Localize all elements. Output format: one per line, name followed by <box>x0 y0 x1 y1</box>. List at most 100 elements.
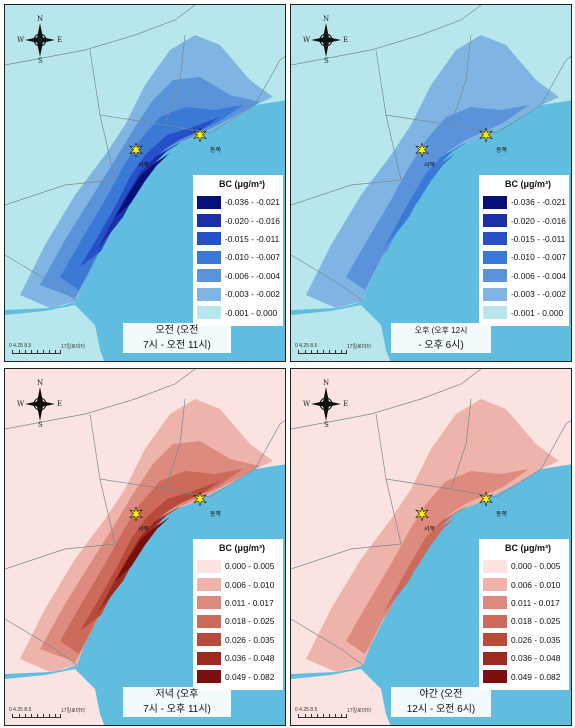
caption-line-2: 12시 - 오전 6시) <box>406 704 476 715</box>
concentration-band <box>115 153 170 217</box>
concentration-band <box>401 517 456 581</box>
scale-bar-ticks: 0 4.25 8.5 <box>9 343 32 349</box>
legend-swatch <box>197 287 221 301</box>
land-area-outer <box>471 5 571 101</box>
legend-swatch <box>483 306 507 320</box>
scale-bar-ticks: 0 4.25 8.5 <box>9 707 32 713</box>
region-boundaries <box>291 369 571 666</box>
compass-rose-icon <box>311 387 341 421</box>
legend-swatch <box>197 578 221 592</box>
legend-swatch <box>483 559 507 573</box>
compass-n: N <box>323 15 330 23</box>
legend-swatch <box>197 269 221 283</box>
legend-rows: 0.000 - 0.005 0.006 - 0.010 0.011 - 0.017 0… <box>483 557 565 686</box>
legend-label: -0.020 - -0.016 <box>225 215 280 226</box>
east-site-label: 동쪽 <box>210 148 222 154</box>
north-arrow: N S W E <box>17 379 63 429</box>
caption-line-2: 7시 - 오후 11시) <box>143 704 211 715</box>
legend-label: 0.049 - 0.082 <box>225 671 275 682</box>
legend-swatch <box>197 670 221 684</box>
legend-swatch <box>483 250 507 264</box>
compass-s: S <box>324 57 329 65</box>
north-arrow: N S W E <box>303 379 349 429</box>
legend-title: BC (μg/m³) <box>219 179 265 189</box>
land-area-outer <box>185 369 285 465</box>
legend-swatch <box>483 633 507 647</box>
west-site-star-icon <box>415 143 429 157</box>
legend-label: -0.001 - 0.000 <box>225 307 278 318</box>
scale-bar: 0 4.25 8.5 17킬로미터 <box>9 707 109 721</box>
land-area-outer <box>185 5 285 101</box>
scale-bar-ruler <box>298 350 347 354</box>
legend-item: 0.011 - 0.017 <box>483 594 565 612</box>
land-area-southwest <box>291 669 391 725</box>
legend-item: 0.000 - 0.005 <box>483 557 565 575</box>
caption-line-1: 야간 (오전 <box>419 689 463 700</box>
bc-legend: BC (μg/m³) -0.036 - -0.021 -0.020 - -0.01… <box>193 175 283 326</box>
north-arrow: N S W E <box>17 15 63 65</box>
legend-item: -0.015 - -0.011 <box>197 230 279 248</box>
west-site-star-icon <box>415 507 429 521</box>
legend-swatch <box>197 651 221 665</box>
west-site-label: 서쪽 <box>424 527 436 533</box>
legend-item: 0.026 - 0.035 <box>197 631 279 649</box>
legend-swatch <box>483 596 507 610</box>
caption-line-2: - 오후 6시) <box>418 340 464 351</box>
legend-rows: -0.036 - -0.021 -0.020 - -0.016 -0.015 - -… <box>197 193 280 322</box>
legend-label: 0.000 - 0.005 <box>225 561 275 572</box>
caption-line-1: 오전 (오전 <box>155 325 199 336</box>
legend-item: 0.036 - 0.048 <box>483 649 565 667</box>
region-boundaries <box>291 5 571 302</box>
legend-swatch <box>483 670 507 684</box>
legend-swatch <box>483 214 507 228</box>
legend-label: -0.006 - -0.004 <box>511 270 566 281</box>
caption-line-1: 저녁 (오후 <box>155 689 199 700</box>
compass-e: E <box>57 36 63 44</box>
legend-label: 0.049 - 0.082 <box>511 671 561 682</box>
legend-item: 0.036 - 0.048 <box>197 649 279 667</box>
caption-line-1: 오후 (오후 12시 <box>414 326 468 335</box>
compass-w: W <box>303 36 311 44</box>
legend-item: 0.049 - 0.082 <box>483 667 565 685</box>
compass-s: S <box>324 421 329 429</box>
compass-e: E <box>57 400 63 408</box>
scale-bar-unit: 17킬로미터 <box>347 344 371 350</box>
east-site-star-icon <box>193 492 207 506</box>
concentration-band <box>346 105 529 290</box>
legend-item: 0.006 - 0.010 <box>197 575 279 593</box>
legend-label: -0.010 - -0.007 <box>225 252 280 263</box>
scale-bar-ruler <box>12 714 61 718</box>
region-boundaries <box>5 5 285 302</box>
scale-bar-ticks: 0 4.25 8.5 <box>295 343 318 349</box>
legend-label: -0.015 - -0.011 <box>511 233 566 244</box>
legend-item: -0.003 - -0.002 <box>197 285 280 303</box>
legend-item: 0.026 - 0.035 <box>483 631 565 649</box>
legend-swatch <box>483 578 507 592</box>
legend-swatch <box>197 596 221 610</box>
scale-bar-unit: 17킬로미터 <box>61 344 85 350</box>
legend-swatch <box>483 614 507 628</box>
concentration-band <box>60 105 243 290</box>
compass-e: E <box>343 36 349 44</box>
concentration-band <box>346 469 529 654</box>
legend-label: 0.036 - 0.048 <box>511 653 561 664</box>
concentration-band <box>80 481 220 631</box>
legend-title: BC (μg/m³) <box>505 543 551 553</box>
west-site-label: 서쪽 <box>424 163 436 169</box>
legend-swatch <box>197 306 221 320</box>
legend-title: BC (μg/m³) <box>219 543 265 553</box>
legend-item: 0.049 - 0.082 <box>197 667 279 685</box>
legend-swatch <box>197 614 221 628</box>
compass-w: W <box>17 36 25 44</box>
legend-swatch <box>483 287 507 301</box>
land-area-southwest <box>291 305 391 361</box>
legend-swatch <box>197 232 221 246</box>
legend-swatch <box>197 250 221 264</box>
legend-label: 0.006 - 0.010 <box>511 579 561 590</box>
east-site-star-icon <box>193 128 207 142</box>
map-panel-evening: N S W E 서쪽 동쪽 BC (μg/m³) 0.000 - 0.005 0.… <box>4 368 286 726</box>
legend-label: -0.003 - -0.002 <box>225 289 280 300</box>
compass-n: N <box>37 379 44 387</box>
concentration-band <box>115 517 170 581</box>
legend-item: -0.006 - -0.004 <box>197 267 280 285</box>
